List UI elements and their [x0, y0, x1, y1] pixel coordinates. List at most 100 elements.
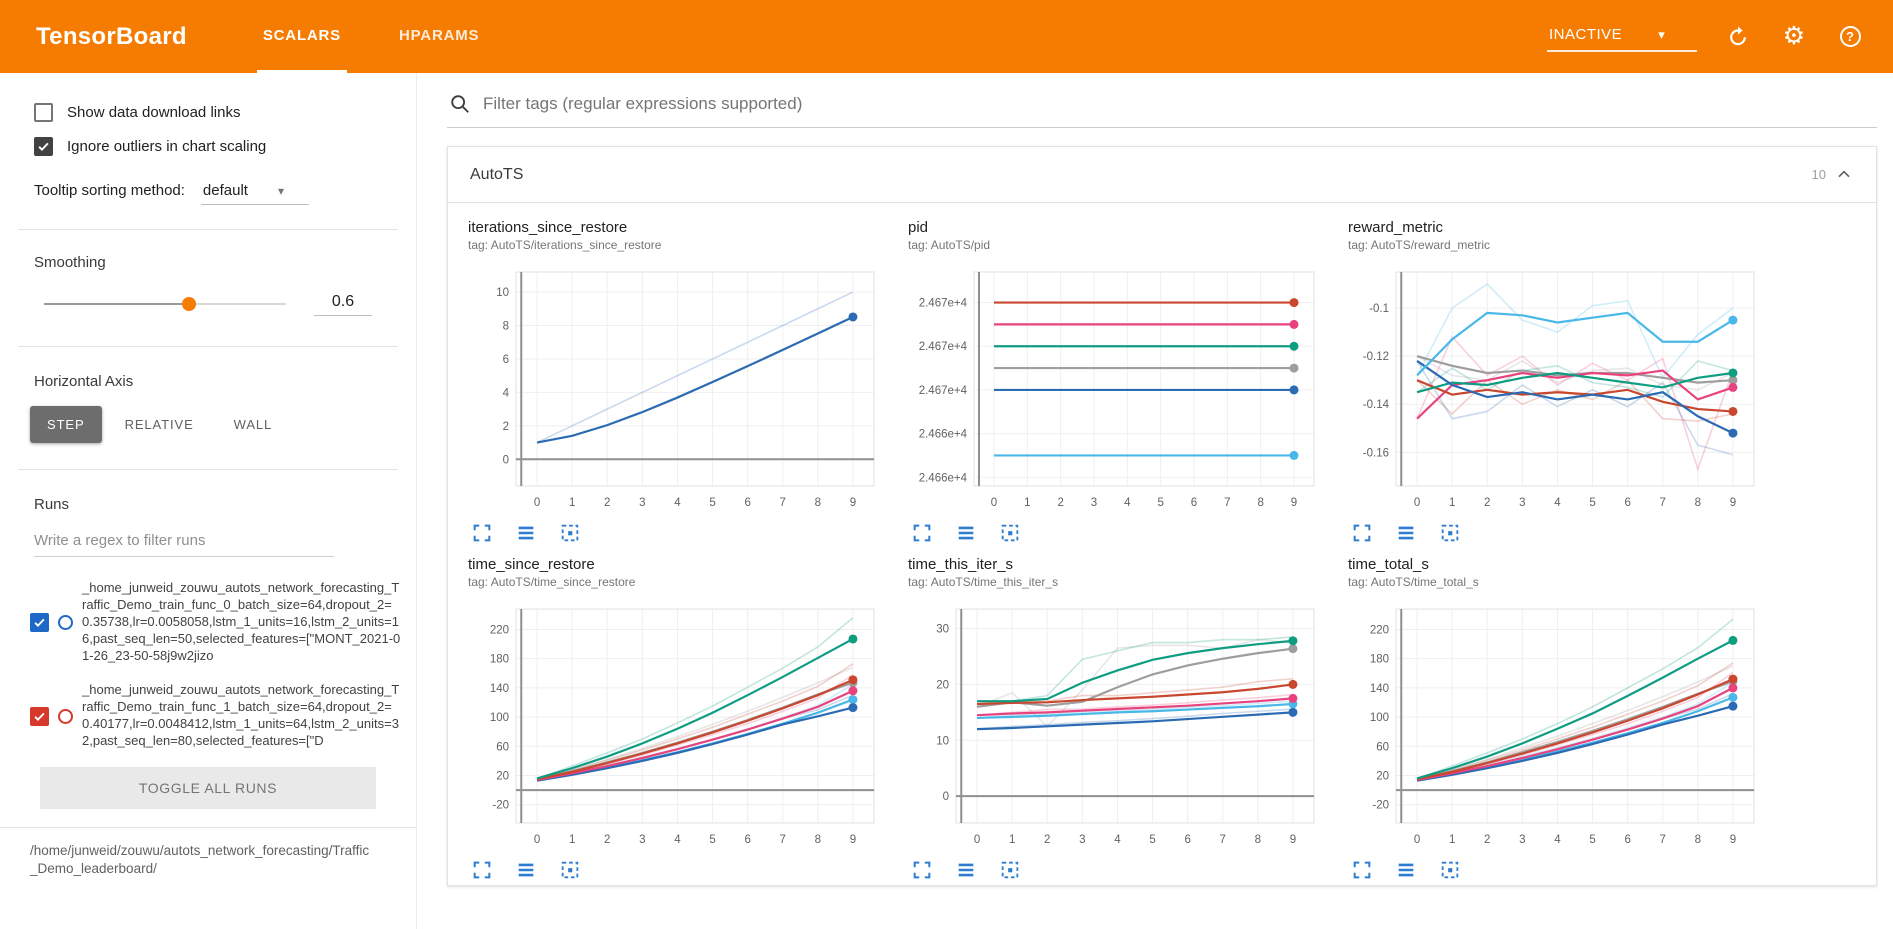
run-name: _home_junweid_zouwu_autots_network_forec… — [82, 580, 401, 663]
svg-text:9: 9 — [1730, 497, 1736, 509]
svg-text:-0.12: -0.12 — [1363, 351, 1389, 363]
svg-text:3: 3 — [1519, 497, 1525, 509]
svg-text:5: 5 — [1157, 497, 1163, 509]
expand-chart-icon — [913, 861, 931, 879]
chart-toolbar — [468, 857, 892, 883]
help-button[interactable]: ? — [1835, 22, 1865, 52]
tag-group-title: AutoTS — [470, 165, 524, 183]
slider-thumb[interactable] — [182, 296, 197, 311]
svg-text:3: 3 — [1079, 834, 1085, 846]
tab-bar: SCALARS HPARAMS — [256, 0, 531, 73]
expand-chart-button[interactable] — [910, 520, 936, 546]
svg-text:20: 20 — [936, 679, 949, 691]
chart-plot[interactable]: 0 1 2 3 4 5 6 7 8 9 -0.1 -0.12 -0.14 -0.16 — [1348, 260, 1768, 516]
svg-text:1: 1 — [569, 497, 575, 509]
main-content: AutoTS 10 iterations_since_restore tag: … — [417, 73, 1893, 929]
svg-text:20: 20 — [1376, 771, 1389, 783]
run-radio[interactable] — [58, 708, 73, 724]
tooltip-sorting-dropdown[interactable]: default ▾ — [200, 182, 309, 205]
svg-text:2: 2 — [1484, 834, 1490, 846]
axis-step-button[interactable]: STEP — [30, 406, 102, 443]
chevron-up-icon[interactable] — [1834, 165, 1854, 185]
axis-relative-button[interactable]: RELATIVE — [108, 406, 211, 443]
svg-text:7: 7 — [780, 834, 786, 846]
run-table-button[interactable] — [514, 857, 540, 883]
chart-tag: tag: AutoTS/time_total_s — [1348, 575, 1479, 589]
chart-title: time_since_restore — [468, 556, 595, 573]
chart-toolbar — [1348, 857, 1772, 883]
fit-domain-button[interactable] — [998, 857, 1024, 883]
expand-chart-button[interactable] — [470, 857, 496, 883]
chart-card: time_total_s tag: AutoTS/time_total_s 0 1… — [1348, 556, 1772, 883]
chart-plot[interactable]: 0 1 2 3 4 5 6 7 8 9 0 2 4 6 8 10 — [468, 260, 888, 516]
run-table-button[interactable] — [1394, 520, 1420, 546]
svg-text:9: 9 — [850, 834, 856, 846]
tag-count-badge: 10 — [1811, 167, 1826, 182]
settings-button[interactable]: ⚙ — [1779, 22, 1809, 52]
smoothing-section: Smoothing — [0, 254, 416, 320]
fit-domain-button[interactable] — [998, 520, 1024, 546]
run-table-button[interactable] — [1394, 857, 1420, 883]
svg-text:220: 220 — [490, 624, 509, 636]
divider — [18, 229, 398, 230]
fit-domain-icon — [1441, 524, 1459, 542]
run-table-icon — [1398, 526, 1414, 540]
tag-group-header[interactable]: AutoTS 10 — [448, 147, 1876, 203]
expand-chart-button[interactable] — [910, 857, 936, 883]
run-table-button[interactable] — [954, 520, 980, 546]
expand-chart-icon — [1353, 861, 1371, 879]
svg-text:1: 1 — [1024, 497, 1030, 509]
run-table-icon — [518, 526, 534, 540]
runs-list: _home_junweid_zouwu_autots_network_forec… — [0, 571, 416, 759]
chart-plot[interactable]: 0 1 2 3 4 5 6 7 8 9 -20 20 60 100 140 180 220 — [468, 597, 888, 853]
svg-text:140: 140 — [490, 683, 509, 695]
reload-status-dropdown[interactable]: INACTIVE ▾ — [1547, 22, 1697, 52]
svg-text:4: 4 — [674, 834, 681, 846]
svg-text:6: 6 — [744, 497, 750, 509]
tooltip-sorting-row: Tooltip sorting method: default ▾ — [0, 182, 416, 205]
runs-filter-input[interactable] — [34, 525, 334, 557]
run-item[interactable]: _home_junweid_zouwu_autots_network_forec… — [0, 571, 416, 673]
svg-text:5: 5 — [709, 497, 715, 509]
axis-wall-button[interactable]: WALL — [217, 406, 290, 443]
svg-text:180: 180 — [490, 654, 509, 666]
tab-scalars[interactable]: SCALARS — [256, 0, 347, 73]
smoothing-value-input[interactable] — [314, 291, 372, 316]
checkbox-unchecked-icon[interactable] — [34, 103, 53, 122]
svg-text:2: 2 — [1044, 834, 1050, 846]
run-table-icon — [1398, 863, 1414, 877]
expand-chart-icon — [473, 524, 491, 542]
run-radio[interactable] — [58, 614, 73, 630]
smoothing-slider[interactable] — [44, 296, 286, 311]
svg-text:8: 8 — [1695, 834, 1701, 846]
svg-text:6: 6 — [503, 354, 509, 366]
expand-chart-button[interactable] — [1350, 520, 1376, 546]
svg-text:7: 7 — [1660, 497, 1666, 509]
refresh-button[interactable] — [1723, 22, 1753, 52]
run-table-button[interactable] — [954, 857, 980, 883]
ignore-outliers-option[interactable]: Ignore outliers in chart scaling — [0, 137, 416, 156]
fit-domain-button[interactable] — [1438, 857, 1464, 883]
chart-plot[interactable]: 0 1 2 3 4 5 6 7 8 9 2.467e+4 2.467e+4 2.467e+4 2.466e… — [908, 260, 1328, 516]
tab-hparams[interactable]: HPARAMS — [398, 26, 480, 44]
expand-chart-button[interactable] — [1350, 857, 1376, 883]
run-item[interactable]: _home_junweid_zouwu_autots_network_forec… — [0, 673, 416, 759]
chart-plot[interactable]: 0 1 2 3 4 5 6 7 8 9 0 10 20 30 — [908, 597, 1328, 853]
checkbox-checked-icon[interactable] — [34, 137, 53, 156]
run-checkbox[interactable] — [30, 706, 49, 726]
svg-text:0: 0 — [974, 834, 980, 846]
fit-domain-button[interactable] — [558, 857, 584, 883]
chart-plot[interactable]: 0 1 2 3 4 5 6 7 8 9 -20 20 60 100 140 180 220 — [1348, 597, 1768, 853]
run-table-button[interactable] — [514, 520, 540, 546]
chart-title: reward_metric — [1348, 219, 1444, 236]
chart-toolbar — [908, 857, 1332, 883]
tag-filter-input[interactable] — [483, 94, 1875, 114]
show-data-download-links-option[interactable]: Show data download links — [0, 103, 416, 122]
fit-domain-button[interactable] — [558, 520, 584, 546]
svg-text:2: 2 — [1057, 497, 1063, 509]
fit-domain-button[interactable] — [1438, 520, 1464, 546]
run-checkbox[interactable] — [30, 612, 49, 632]
svg-text:9: 9 — [850, 497, 856, 509]
expand-chart-button[interactable] — [470, 520, 496, 546]
toggle-all-runs-button[interactable]: TOGGLE ALL RUNS — [40, 767, 376, 810]
